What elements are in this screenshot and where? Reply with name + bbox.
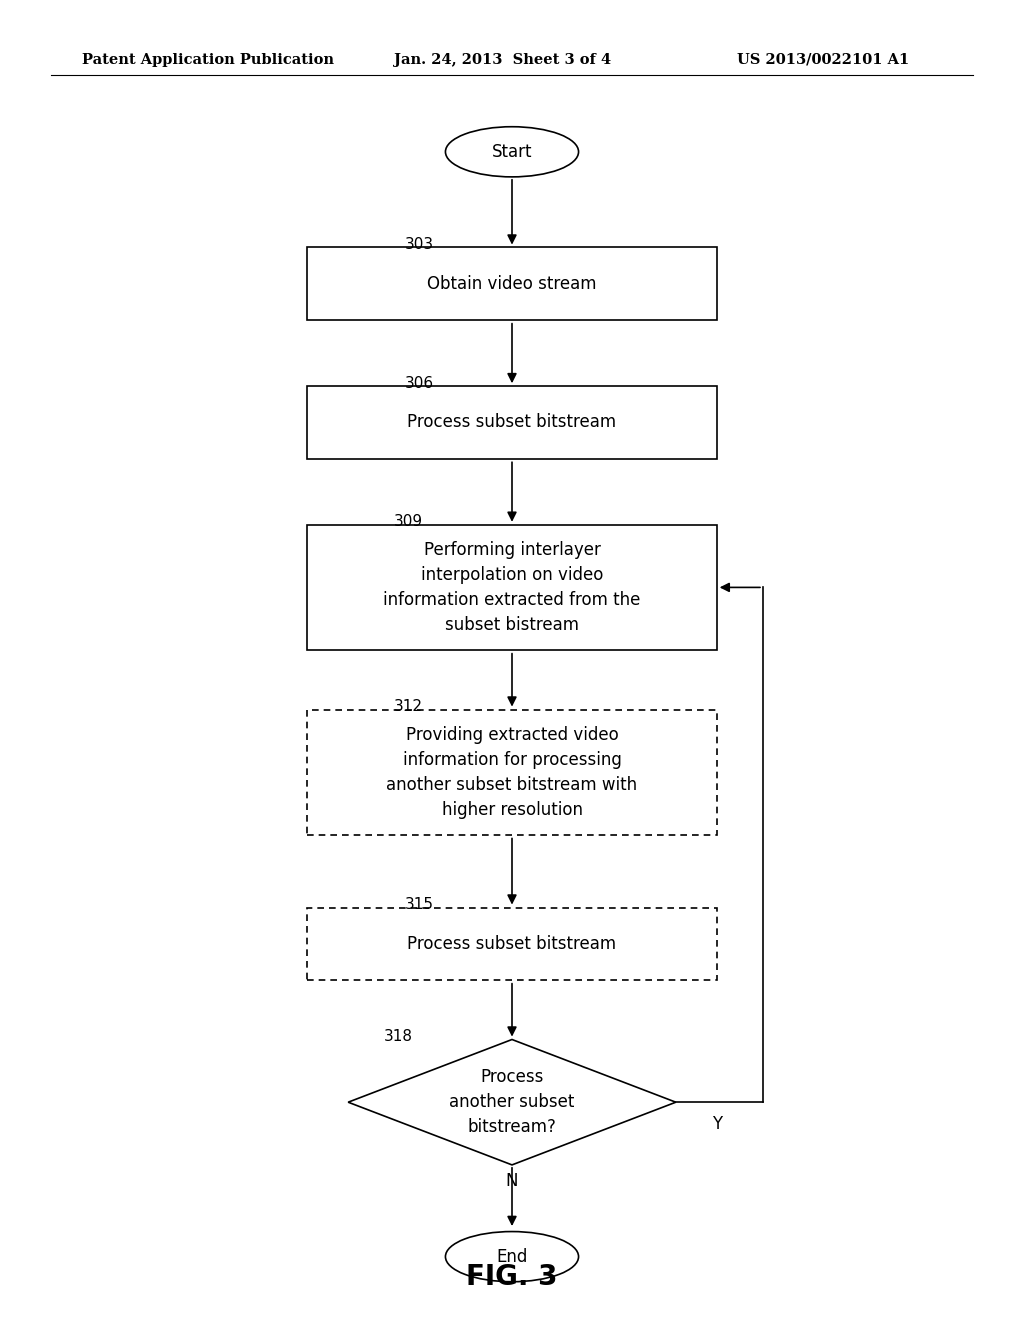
Bar — [307, 385, 717, 458]
Text: End: End — [497, 1247, 527, 1266]
Text: FIG. 3: FIG. 3 — [466, 1263, 558, 1291]
Text: Start: Start — [492, 143, 532, 161]
Bar — [307, 247, 717, 319]
Text: Jan. 24, 2013  Sheet 3 of 4: Jan. 24, 2013 Sheet 3 of 4 — [394, 53, 611, 67]
Bar — [307, 908, 717, 979]
Text: Obtain video stream: Obtain video stream — [427, 275, 597, 293]
Text: N: N — [506, 1172, 518, 1191]
Text: US 2013/0022101 A1: US 2013/0022101 A1 — [737, 53, 909, 67]
Text: Providing extracted video
information for processing
another subset bitstream wi: Providing extracted video information fo… — [386, 726, 638, 818]
Text: 318: 318 — [384, 1030, 413, 1044]
Text: Performing interlayer
interpolation on video
information extracted from the
subs: Performing interlayer interpolation on v… — [383, 541, 641, 634]
Bar — [307, 524, 717, 649]
Bar — [307, 710, 717, 836]
Text: Y: Y — [712, 1115, 722, 1134]
Text: Process subset bitstream: Process subset bitstream — [408, 935, 616, 953]
Text: Patent Application Publication: Patent Application Publication — [82, 53, 334, 67]
Text: 315: 315 — [404, 898, 433, 912]
Text: 309: 309 — [394, 513, 423, 529]
Text: 303: 303 — [404, 238, 433, 252]
Text: 306: 306 — [404, 375, 433, 391]
Text: Process
another subset
bitstream?: Process another subset bitstream? — [450, 1068, 574, 1137]
Text: 312: 312 — [394, 700, 423, 714]
Text: Process subset bitstream: Process subset bitstream — [408, 413, 616, 432]
